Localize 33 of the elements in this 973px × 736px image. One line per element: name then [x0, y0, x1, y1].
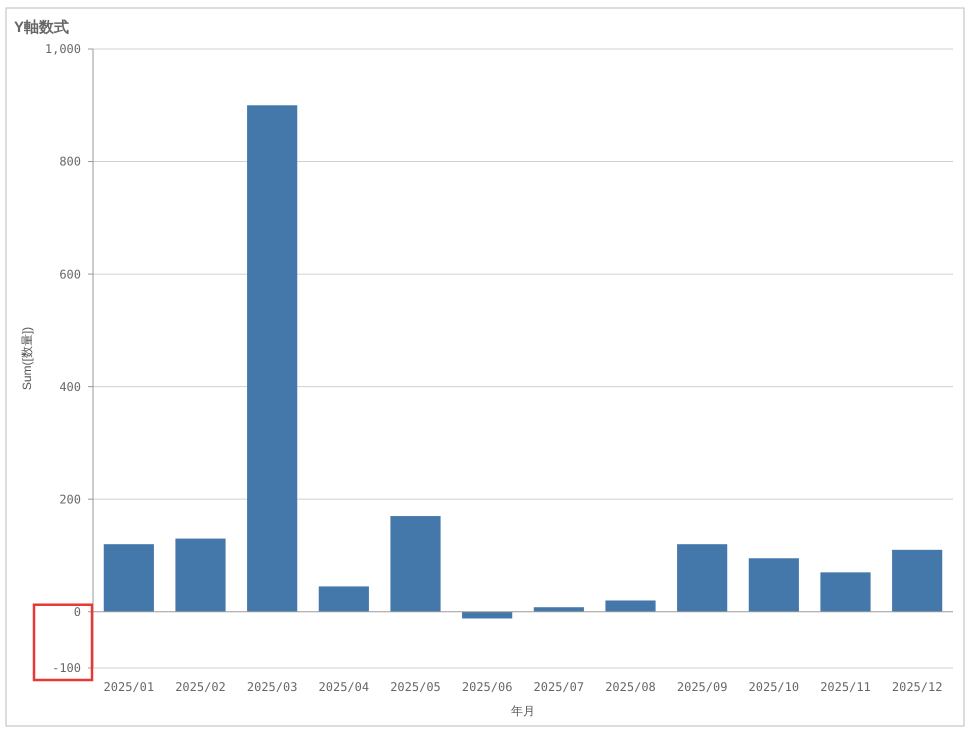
bar	[677, 544, 728, 612]
bar	[247, 105, 298, 612]
x-tick-label: 2025/10	[748, 680, 800, 694]
x-tick-label: 2025/12	[892, 680, 942, 694]
y-tick-label: -100	[52, 661, 81, 676]
bar	[820, 572, 871, 612]
bar	[892, 550, 942, 612]
bar	[318, 586, 369, 612]
x-tick-label: 2025/09	[676, 680, 728, 694]
x-tick-label: 2025/11	[820, 680, 871, 694]
x-axis-title: 年月	[511, 704, 535, 718]
chart-title: Y軸数式	[14, 19, 70, 36]
y-tick-label: 800	[59, 154, 81, 169]
bar	[390, 516, 441, 612]
bar	[175, 538, 226, 612]
bar	[748, 558, 799, 612]
bar	[104, 544, 154, 612]
y-tick-label: 600	[59, 267, 81, 282]
x-tick-label: 2025/03	[246, 680, 298, 694]
y-tick-label: 200	[59, 492, 81, 506]
x-tick-label: 2025/05	[390, 680, 441, 694]
bar	[605, 600, 656, 612]
y-tick-label: 0	[74, 604, 81, 619]
x-tick-label: 2025/04	[318, 680, 370, 694]
x-tick-label: 2025/06	[462, 680, 512, 694]
y-tick-label: 1,000	[44, 42, 81, 56]
x-tick-label: 2025/08	[605, 680, 656, 694]
x-tick-label: 2025/02	[175, 680, 226, 694]
x-tick-label: 2025/01	[104, 680, 154, 694]
y-axis-title: Sum([数量])	[20, 326, 34, 390]
x-tick-label: 2025/07	[534, 680, 584, 694]
bar	[462, 612, 512, 618]
y-tick-label: 400	[59, 380, 81, 394]
